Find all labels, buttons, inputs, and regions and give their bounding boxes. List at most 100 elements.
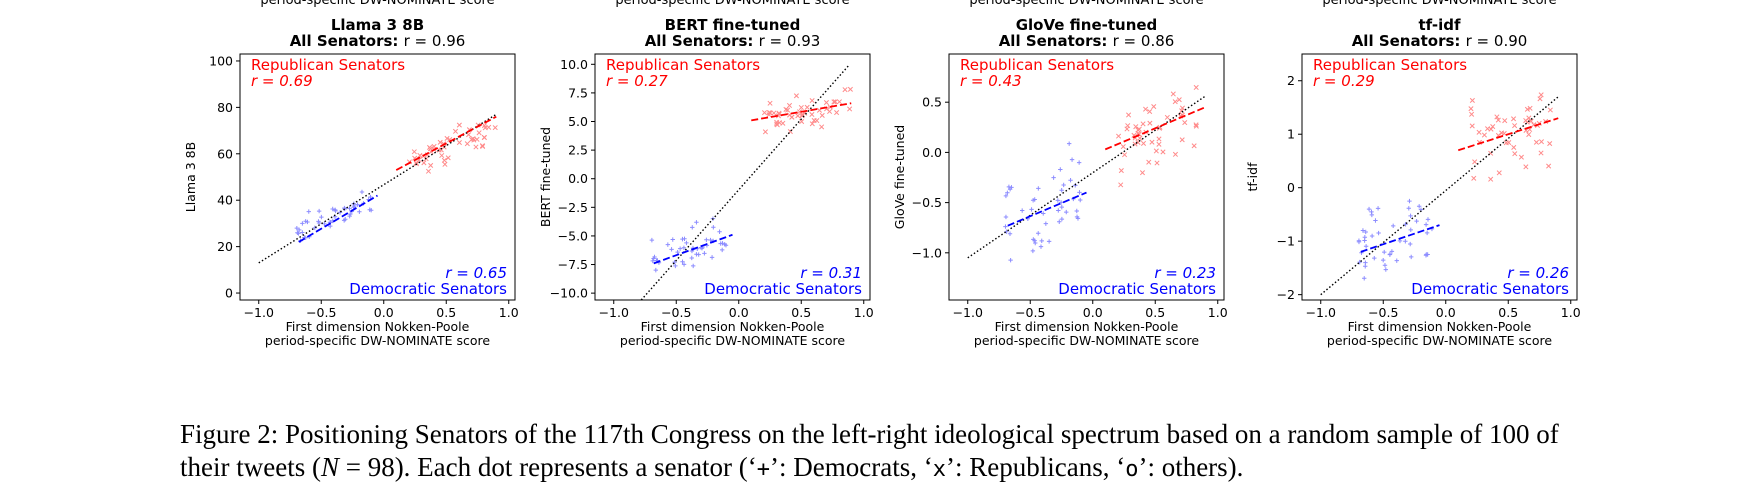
dem-point [1056,208,1061,213]
rep-point [426,144,433,150]
dem-point [330,206,335,212]
rep-point [1193,123,1199,129]
subtitle-r: r = 0.86 [1113,32,1175,50]
plot-area [967,84,1206,263]
dem-point [1077,190,1082,195]
dem-point [708,237,713,243]
rep-point [774,121,780,127]
dem-r-label: r = 0.26 [1507,264,1569,282]
rep-point [1164,114,1170,120]
dem-point [1064,209,1069,215]
dem-point [316,208,322,214]
dem-point [1403,222,1408,227]
subtitle-r: r = 0.90 [1466,32,1528,50]
rep-label: Republican Senators [1313,56,1467,74]
subtitle-label: All Senators: [645,32,759,50]
rep-r-label: r = 0.27 [606,72,668,90]
y-tick-label: 7.5 [568,85,588,100]
x-tick-label: 0.0 [374,305,394,320]
y-tick-label: 2 [1287,73,1295,88]
rep-point [1512,123,1518,129]
rep-point [809,121,815,127]
y-tick-label: 0.0 [922,145,942,160]
caption-dem-text: ’: Democrats, ‘ [770,452,933,482]
plot-frame [948,53,1225,301]
dem-point [1423,222,1429,227]
dem-r-label: r = 0.31 [800,264,862,282]
rep-point [492,125,498,131]
overall-fit-line [640,64,850,300]
y-tick-label: −2.5 [558,200,588,215]
rep-point [834,110,840,116]
dem-point [1408,227,1413,233]
dem-point [357,209,362,214]
dem-point [1055,198,1061,203]
rep-point [1136,126,1142,132]
y-tick-label: 20 [217,239,233,254]
caption-other-text: ’: others). [1138,452,1244,482]
dem-point [1059,188,1064,193]
dem-point [1360,228,1366,233]
plot-frame [594,53,871,301]
y-tick-label: 0 [225,286,233,301]
dem-point [1424,230,1430,236]
rep-point [762,129,768,135]
rep-point [783,106,789,112]
rep-point [799,119,805,125]
rep-point [1154,160,1160,166]
dem-point [1030,198,1036,203]
dem-point [312,225,317,231]
rep-point [444,135,450,141]
dem-point [1369,233,1375,239]
caption-n-value: = 98). Each dot represents a senator (‘ [338,452,757,482]
dem-point [1383,267,1389,272]
rep-point [1538,150,1544,156]
dem-point [1051,175,1056,180]
rep-point [1172,99,1178,105]
chart-subtitle: All Senators: r = 0.86 [999,32,1175,50]
dem-point [665,242,671,247]
rep-point [1472,159,1478,165]
chart-subtitle: All Senators: r = 0.90 [1352,32,1528,50]
plot-area [640,64,853,300]
rep-point [771,110,777,116]
dem-point [1005,190,1010,195]
dem-point [704,237,709,242]
rep-point [441,157,447,163]
rep-point [425,168,432,174]
x-tick-label: 1.0 [1208,305,1228,320]
rep-point [1511,144,1517,150]
rep-point [428,162,434,169]
dem-point [342,206,347,212]
rep-point [1502,118,1508,124]
rep-point [1538,139,1545,145]
rep-point [1156,141,1162,147]
rep-fit-line [751,102,852,122]
dem-point [1425,217,1431,222]
dem-point [709,255,715,260]
rep-point [1471,175,1477,181]
rep-point [795,113,801,119]
rep-point [439,152,445,159]
dem-point [1424,252,1429,257]
dem-point [1029,207,1034,212]
rep-point [1122,152,1128,158]
rep-point [1147,120,1153,126]
rep-point [1547,107,1553,113]
subtitle-r: r = 0.93 [759,32,821,50]
rep-label: Republican Senators [960,56,1114,74]
x-tick-label: −0.5 [661,305,691,320]
chart-subtitle: All Senators: r = 0.96 [290,32,466,50]
dem-point [717,229,722,234]
x-tick-label: 0.5 [436,305,456,320]
rep-point [481,134,487,140]
rep-point [1476,129,1482,135]
cutoff-xlabel: period-specific DW-NOMINATE score [1322,0,1556,8]
dem-point [1369,209,1374,215]
rep-point [1496,170,1502,176]
rep-point [1151,104,1157,110]
dem-point [1407,198,1412,204]
dem-point [1390,223,1396,229]
dem-point [1033,240,1038,246]
y-tick-label: 100 [209,53,233,68]
